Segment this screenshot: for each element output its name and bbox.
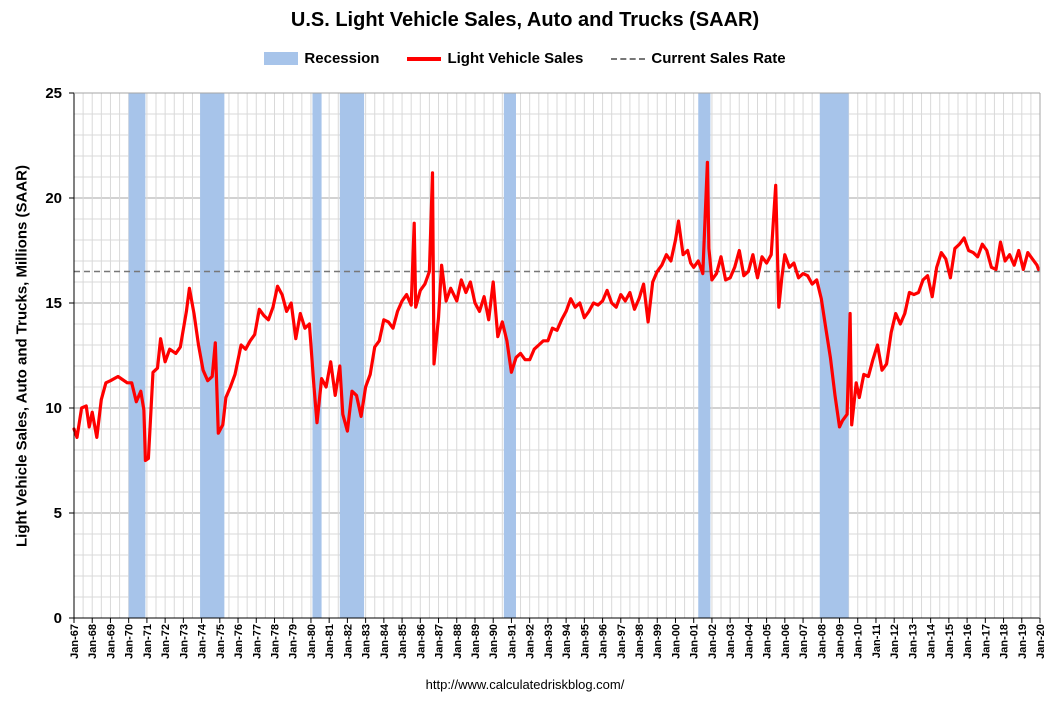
x-tick-label: Jan-07 bbox=[798, 624, 810, 659]
x-tick-label: Jan-88 bbox=[452, 624, 464, 659]
x-tick-label: Jan-13 bbox=[907, 624, 919, 659]
legend-item-sales: Light Vehicle Sales bbox=[407, 50, 583, 67]
x-tick-label: Jan-16 bbox=[962, 624, 974, 659]
legend-item-current-rate: Current Sales Rate bbox=[611, 50, 786, 67]
x-tick-label: Jan-98 bbox=[634, 624, 646, 659]
x-tick-label: Jan-93 bbox=[543, 624, 555, 659]
x-tick-label: Jan-75 bbox=[215, 624, 227, 659]
y-tick-label: 10 bbox=[45, 400, 62, 417]
y-tick-label: 5 bbox=[54, 505, 62, 522]
x-tick-label: Jan-11 bbox=[871, 624, 883, 658]
x-tick-label: Jan-84 bbox=[379, 623, 391, 659]
y-tick-label: 25 bbox=[45, 85, 62, 102]
x-tick-label: Jan-70 bbox=[124, 624, 136, 659]
x-tick-label: Jan-14 bbox=[926, 623, 938, 659]
x-tick-label: Jan-99 bbox=[652, 624, 664, 659]
x-tick-label: Jan-74 bbox=[197, 623, 209, 659]
legend-label-current-rate: Current Sales Rate bbox=[651, 50, 786, 67]
x-tick-label: Jan-73 bbox=[178, 624, 190, 659]
x-tick-label: Jan-17 bbox=[980, 624, 992, 659]
x-tick-label: Jan-06 bbox=[780, 624, 792, 659]
recession-band bbox=[312, 93, 322, 618]
x-tick-label: Jan-92 bbox=[525, 624, 537, 659]
y-tick-label: 15 bbox=[45, 295, 62, 312]
x-tick-label: Jan-95 bbox=[579, 624, 591, 659]
x-tick-label: Jan-79 bbox=[288, 624, 300, 659]
x-tick-label: Jan-83 bbox=[361, 624, 373, 659]
x-tick-label: Jan-89 bbox=[470, 624, 482, 659]
x-tick-label: Jan-00 bbox=[670, 624, 682, 659]
y-tick-label: 0 bbox=[54, 610, 62, 627]
x-tick-label: Jan-91 bbox=[506, 624, 518, 659]
x-tick-label: Jan-15 bbox=[944, 624, 956, 659]
x-tick-label: Jan-81 bbox=[324, 624, 336, 659]
x-tick-label: Jan-04 bbox=[743, 623, 755, 659]
recession-swatch bbox=[264, 52, 299, 65]
x-tick-label: Jan-19 bbox=[1017, 624, 1029, 659]
y-tick-labels: 0 5 10 15 20 25 bbox=[45, 85, 62, 627]
x-tick-label: Jan-76 bbox=[233, 624, 245, 659]
legend-label-recession: Recession bbox=[304, 50, 380, 67]
x-tick-label: Jan-02 bbox=[707, 624, 719, 659]
x-tick-label: Jan-86 bbox=[415, 624, 427, 659]
x-tick-label: Jan-85 bbox=[397, 624, 409, 659]
recession-band bbox=[819, 93, 849, 618]
x-tick-label: Jan-09 bbox=[835, 624, 847, 659]
recession-band bbox=[200, 93, 225, 618]
x-tick-label: Jan-18 bbox=[999, 624, 1011, 659]
source-url: http://www.calculatedriskblog.com/ bbox=[425, 677, 625, 692]
x-tick-label: Jan-08 bbox=[816, 624, 828, 659]
x-tick-label: Jan-94 bbox=[561, 623, 573, 659]
x-tick-label: Jan-69 bbox=[105, 624, 117, 659]
recession-band bbox=[128, 93, 146, 618]
x-tick-label: Jan-77 bbox=[251, 624, 263, 659]
legend: Recession Light Vehicle Sales Current Sa… bbox=[0, 50, 1050, 67]
x-tick-label: Jan-97 bbox=[616, 624, 628, 659]
x-tick-label: Jan-80 bbox=[306, 624, 318, 659]
current-rate-swatch bbox=[611, 57, 646, 60]
x-tick-label: Jan-68 bbox=[87, 624, 99, 659]
recession-bands bbox=[128, 93, 849, 618]
x-tick-label: Jan-01 bbox=[689, 624, 701, 659]
chart-title: U.S. Light Vehicle Sales, Auto and Truck… bbox=[290, 9, 760, 31]
x-tick-label: Jan-87 bbox=[434, 624, 446, 659]
recession-band bbox=[339, 93, 365, 618]
x-tick-label: Jan-71 bbox=[142, 624, 154, 659]
x-tick-label: Jan-90 bbox=[488, 624, 500, 659]
x-tick-label: Jan-10 bbox=[853, 624, 865, 659]
legend-label-sales: Light Vehicle Sales bbox=[447, 50, 584, 67]
axes bbox=[69, 92, 1041, 623]
x-tick-labels: Jan-67 Jan-68 Jan-69 Jan-70 Jan-71 Jan-72 Jan-… bbox=[69, 623, 1047, 659]
x-tick-label: Jan-03 bbox=[725, 624, 737, 659]
y-tick-label: 20 bbox=[45, 190, 62, 207]
x-tick-label: Jan-20 bbox=[1035, 624, 1047, 659]
x-tick-label: Jan-96 bbox=[598, 624, 610, 659]
x-tick-label: Jan-72 bbox=[160, 624, 172, 659]
x-tick-label: Jan-82 bbox=[342, 624, 354, 659]
series-line-light-vehicle-sales bbox=[72, 160, 1041, 463]
x-tick-label: Jan-05 bbox=[762, 624, 774, 659]
sales-line-swatch bbox=[407, 56, 442, 61]
series-layer bbox=[72, 160, 1041, 463]
x-tick-label: Jan-67 bbox=[69, 624, 81, 659]
legend-item-recession: Recession bbox=[264, 50, 379, 67]
x-tick-label: Jan-12 bbox=[889, 624, 901, 659]
x-tick-label: Jan-78 bbox=[269, 624, 281, 659]
